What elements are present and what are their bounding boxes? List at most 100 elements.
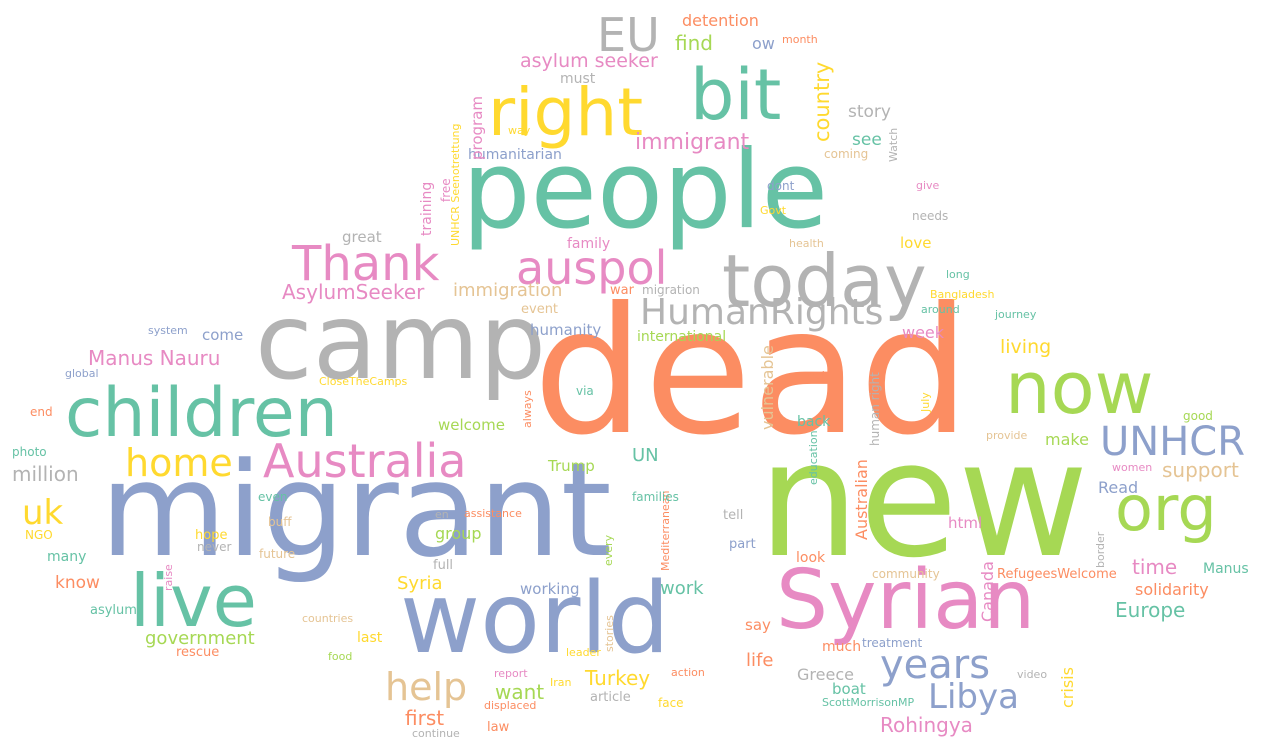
word-europe: Europe	[1115, 598, 1186, 622]
word-via: via	[576, 384, 594, 398]
word-displaced: displaced	[484, 699, 537, 712]
word-tell: tell	[723, 508, 744, 523]
word-know: know	[55, 573, 100, 593]
word-watch: Watch	[887, 127, 900, 162]
word-solidarity: solidarity	[1135, 580, 1209, 599]
word-australian: Australian	[852, 459, 871, 540]
word-australia: Australia	[263, 434, 467, 488]
word-immigrant: immigrant	[635, 130, 750, 155]
word-boat: boat	[832, 680, 866, 698]
word-asylumseeker: AsylumSeeker	[282, 280, 425, 304]
word-many: many	[47, 549, 87, 565]
word-crisis: crisis	[1058, 667, 1077, 708]
word-assistance: assistance	[464, 507, 522, 520]
word-auspol: auspol	[516, 241, 668, 295]
word-week: week	[902, 323, 945, 342]
word-leader: leader	[566, 646, 601, 659]
word-greece: Greece	[797, 665, 854, 684]
word-real: real	[804, 369, 825, 382]
word-around: around	[921, 303, 960, 316]
word-unhcr-seenotrettung: UNHCR Seenotrettung	[449, 123, 462, 246]
word-vulnerable: vulnerable	[758, 345, 777, 430]
word-un: UN	[632, 445, 659, 466]
word-system: system	[148, 324, 188, 337]
word-bit: bit	[690, 54, 782, 136]
word-iran: Iran	[550, 676, 572, 689]
word-say: say	[745, 616, 771, 634]
word-story: story	[848, 102, 891, 122]
word-immigration: immigration	[453, 280, 563, 301]
word-refugeeswelcome: RefugeesWelcome	[997, 567, 1117, 582]
word-libya: Libya	[928, 677, 1019, 717]
word-humanrights: HumanRights	[640, 292, 884, 333]
word-rescue: rescue	[176, 645, 220, 660]
word-manus: Manus	[1203, 561, 1249, 577]
word-border: border	[1094, 531, 1107, 568]
word-never: never	[197, 540, 232, 554]
word-living: living	[1000, 336, 1052, 358]
word-every: every	[602, 534, 615, 566]
word-give: give	[916, 179, 940, 192]
word-scottmorrisonmp: ScottMorrisonMP	[822, 696, 915, 709]
word-journey: journey	[995, 308, 1037, 321]
word-country: country	[810, 61, 834, 142]
word-program: program	[468, 95, 486, 160]
word-welcome: welcome	[438, 416, 505, 434]
word-love: love	[900, 234, 932, 252]
word-countries: countries	[302, 612, 354, 625]
word-govt: Govt	[760, 204, 787, 217]
word-july: July	[919, 392, 932, 412]
word-help: help	[385, 665, 468, 709]
word-camp: camp	[255, 281, 547, 403]
word-much: much	[822, 639, 862, 655]
word-full: full	[433, 558, 454, 573]
word-war: war	[610, 283, 634, 298]
word-syria: Syria	[397, 573, 443, 594]
word-syrian: Syrian	[776, 553, 1036, 648]
word-government: government	[145, 628, 255, 649]
word-children: children	[65, 374, 338, 453]
word-world: world	[400, 562, 670, 676]
word-always: always	[521, 390, 534, 428]
word-education: education	[807, 430, 820, 485]
word-way: way	[508, 124, 531, 137]
word-closethecamps: CloseTheCamps	[319, 375, 408, 388]
word-last: last	[357, 630, 383, 646]
word-video: video	[1017, 668, 1048, 681]
word-come: come	[202, 326, 244, 344]
word-buff: buff	[268, 515, 292, 529]
word-good: good	[1183, 409, 1213, 423]
word-time: time	[1132, 555, 1178, 579]
word-today: today	[722, 239, 927, 323]
word-global: global	[65, 367, 99, 380]
word-coming: coming	[824, 147, 869, 161]
word-health: health	[789, 237, 824, 250]
word-needs: needs	[912, 209, 949, 223]
word-women: women	[1112, 461, 1153, 474]
word-rohingya: Rohingya	[880, 713, 973, 737]
word-ow: ow	[752, 34, 775, 53]
word-law: law	[487, 720, 510, 735]
word-en: en	[435, 508, 449, 521]
word-even: even	[258, 490, 288, 504]
word-see: see	[852, 130, 882, 150]
word-humanity: humanity	[530, 321, 602, 339]
word-html: html	[948, 514, 983, 532]
word-life: life	[746, 650, 774, 671]
word-part: part	[729, 537, 756, 552]
word-support: support	[1162, 458, 1239, 482]
word-families: families	[632, 490, 679, 504]
word-org: org	[1115, 472, 1217, 545]
word-photo: photo	[12, 445, 47, 459]
word-training: training	[419, 181, 435, 236]
word-make: make	[1045, 430, 1089, 449]
word-humanitarian: humanitarian	[468, 147, 562, 163]
word-migration: migration	[642, 283, 700, 297]
word-read: Read	[1098, 478, 1139, 497]
word-thank: Thank	[292, 236, 440, 292]
word-face: face	[658, 696, 684, 710]
word-work: work	[660, 578, 704, 599]
word-years: years	[880, 642, 991, 688]
word-international: international	[637, 329, 727, 345]
word-detention: detention	[682, 11, 759, 30]
